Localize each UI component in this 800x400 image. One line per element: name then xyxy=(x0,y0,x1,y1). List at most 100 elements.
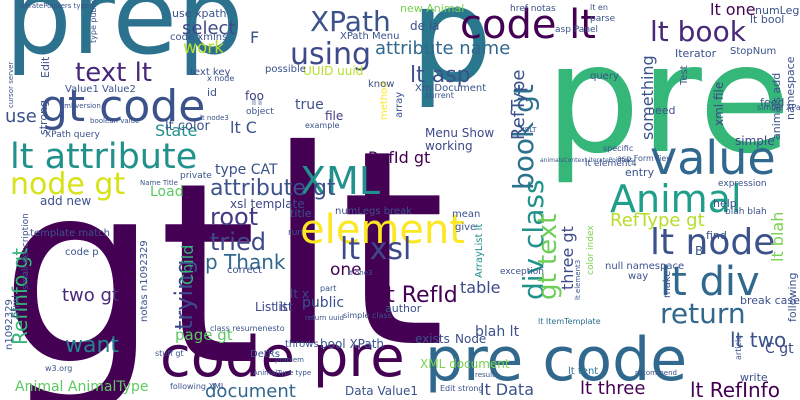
cloud-word: Edit strong xyxy=(440,385,484,393)
cloud-word: two gt xyxy=(62,287,119,305)
cloud-word: Value1 Value2 xyxy=(65,85,136,95)
cloud-word: use xpath xyxy=(172,8,226,19)
cloud-word: way xyxy=(628,272,648,282)
cloud-word: href notas xyxy=(510,5,556,14)
cloud-word: specific xyxy=(603,145,633,153)
cloud-word: recommend xyxy=(635,370,677,377)
cloud-word: following XML xyxy=(170,383,225,391)
cloud-word: exception xyxy=(500,268,544,277)
cloud-word: XSLT xyxy=(520,127,536,134)
cloud-word: lt ItemTemplate xyxy=(538,318,601,326)
cloud-word: break case xyxy=(740,295,800,306)
cloud-word: code xmlns xyxy=(170,33,227,43)
cloud-word: Load xyxy=(150,185,184,199)
cloud-word: example xyxy=(305,122,339,130)
cloud-word: Menu Show xyxy=(425,127,494,139)
cloud-word: null namespace xyxy=(605,262,684,272)
cloud-word: give xyxy=(455,223,476,233)
cloud-word: want xyxy=(65,335,119,357)
cloud-word: possible xyxy=(265,65,306,75)
cloud-word: color index xyxy=(587,225,596,275)
cloud-word: use xyxy=(5,108,37,126)
cloud-word: problem xyxy=(275,357,304,364)
cloud-word: RefId gt xyxy=(368,150,430,166)
cloud-word: return uuid xyxy=(305,315,344,322)
cloud-word: stuff gt xyxy=(155,350,184,358)
cloud-word: Node xyxy=(455,333,486,345)
cloud-word: Edit xyxy=(40,57,51,78)
cloud-word: lt blah xyxy=(770,212,786,262)
cloud-word: find xyxy=(706,230,727,241)
cloud-word: know xyxy=(368,80,394,90)
cloud-word: lt three xyxy=(580,380,645,398)
cloud-word: XPath query xyxy=(45,131,100,140)
cloud-word: bool XPath xyxy=(320,338,384,350)
cloud-word: simple xyxy=(735,135,775,147)
cloud-word: C gt xyxy=(765,342,794,356)
cloud-word: attribute name xyxy=(375,40,510,58)
cloud-word: Name Title xyxy=(140,180,178,187)
cloud-word: make xyxy=(663,271,673,298)
cloud-word: type CAT xyxy=(215,163,278,177)
cloud-word: notas n1092329 xyxy=(140,240,150,322)
cloud-word: blah blah xyxy=(725,208,767,217)
cloud-word: animalsContext iteratePointers xyxy=(540,158,633,164)
cloud-word: run xyxy=(288,229,303,238)
cloud-word: result xyxy=(475,372,495,379)
cloud-word: List lt xyxy=(255,301,288,313)
cloud-word: B xyxy=(695,245,703,257)
cloud-word: de la xyxy=(410,20,440,32)
cloud-word: Iterator xyxy=(675,48,716,59)
cloud-word: mean xyxy=(452,210,480,220)
cloud-word: part xyxy=(320,285,336,293)
cloud-word: array xyxy=(395,92,405,118)
cloud-word: throws xyxy=(285,340,319,350)
cloud-word: template match xyxy=(30,229,110,239)
cloud-word: need xyxy=(648,105,676,116)
cloud-word: XPath Menu xyxy=(340,32,399,42)
cloud-word: text lt xyxy=(75,60,152,86)
cloud-word: parse xyxy=(590,15,615,24)
cloud-word: Test xyxy=(680,65,690,85)
cloud-word: add new xyxy=(40,195,91,207)
cloud-word: expression xyxy=(718,180,767,189)
cloud-word: AnimalType type xyxy=(253,370,311,377)
cloud-word: lt Data xyxy=(480,382,534,398)
cloud-word: object xyxy=(246,108,274,117)
cloud-word: lt one3 xyxy=(348,270,372,277)
cloud-word: lt bool xyxy=(750,14,784,25)
cloud-word: Animal AnimalType xyxy=(15,380,149,394)
cloud-word: id xyxy=(207,87,217,98)
cloud-word: lt tent xyxy=(568,367,598,377)
cloud-word: asp Panel xyxy=(555,26,598,35)
cloud-word: Data Value1 xyxy=(345,385,418,397)
cloud-word: lt book xyxy=(650,18,746,46)
cloud-word: lt en xyxy=(590,4,608,12)
cloud-word: lt one xyxy=(710,2,756,18)
cloud-word: something xyxy=(640,55,656,140)
cloud-word: lt element3 xyxy=(575,260,582,300)
cloud-word: numLegs break xyxy=(335,207,412,217)
cloud-word: XML document xyxy=(420,358,510,370)
cloud-word: type public xyxy=(90,0,98,43)
cloud-word: simple XPath xyxy=(757,104,800,112)
cloud-word: RefType gt xyxy=(610,212,705,230)
cloud-word: title xyxy=(290,208,312,219)
cloud-word: F xyxy=(250,30,259,46)
cloud-word: xml version xyxy=(60,103,101,110)
cloud-word: true xyxy=(295,98,324,112)
cloud-word: strong xyxy=(38,100,49,135)
cloud-word: article xyxy=(735,335,743,360)
cloud-word: html xyxy=(12,295,22,318)
cloud-word: small description xyxy=(22,213,31,290)
cloud-word: query xyxy=(590,72,619,82)
cloud-word: class resumenesto xyxy=(210,325,285,333)
cloud-word: Child xyxy=(180,245,196,285)
cloud-word: exists xyxy=(415,333,450,345)
cloud-word: working xyxy=(425,140,473,152)
cloud-word: iteratePointers type xyxy=(20,3,89,10)
cloud-word: cursor server xyxy=(8,62,15,108)
cloud-word: UUID uuid xyxy=(303,65,363,77)
cloud-word: ArrayList lt xyxy=(475,224,485,278)
